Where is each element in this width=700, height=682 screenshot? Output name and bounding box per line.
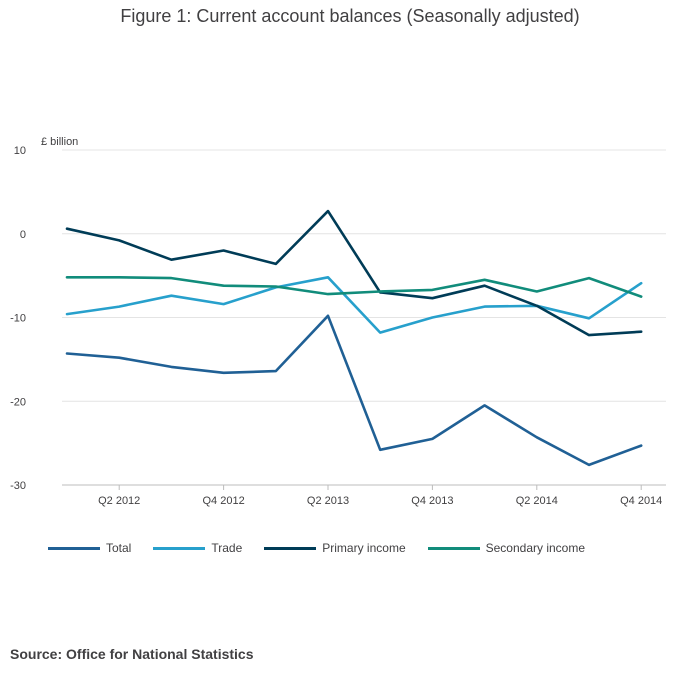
legend-label: Trade <box>211 541 243 555</box>
line-chart: 10 0 -10 -20 -30 Q2 2012 Q4 2012 Q2 2013 Q4 2013… <box>10 145 666 507</box>
series-line-total <box>65 314 643 467</box>
y-tick-label: 10 <box>14 145 26 157</box>
legend-item-trade: Trade <box>153 541 242 555</box>
x-tick-label: Q4 2013 <box>411 495 453 507</box>
legend-swatch <box>48 546 100 550</box>
series-line-trade <box>65 275 643 334</box>
legend-item-primary-income: Primary income <box>264 541 406 555</box>
y-tick-label: -30 <box>10 480 26 492</box>
legend-label: Total <box>106 541 132 555</box>
chart-title: Figure 1: Current account balances (Seas… <box>120 6 580 26</box>
legend-swatch <box>153 546 206 550</box>
legend-item-total: Total <box>48 541 131 555</box>
x-tick-label: Q4 2014 <box>620 495 662 507</box>
legend-label: Secondary income <box>485 541 586 555</box>
x-tick-label: Q4 2012 <box>202 495 244 507</box>
x-tick-label: Q2 2012 <box>98 495 140 507</box>
y-tick-label: -10 <box>10 313 26 325</box>
legend-item-secondary-income: Secondary income <box>427 541 586 555</box>
legend-swatch <box>264 546 317 550</box>
y-tick-label: -20 <box>10 396 26 408</box>
legend-label: Primary income <box>322 541 406 555</box>
legend-swatch <box>427 546 480 550</box>
series-line-primary-income <box>65 209 643 337</box>
y-axis-unit-label: £ billion <box>41 136 79 148</box>
series-line-secondary-income <box>65 275 643 298</box>
x-tick-label: Q2 2014 <box>516 495 558 507</box>
chart-legend: Total Trade Primary income Secondary income <box>48 541 607 555</box>
source-note: Source: Office for National Statistics <box>10 646 254 662</box>
x-tick-label: Q2 2013 <box>307 495 349 507</box>
y-tick-label: 0 <box>20 229 26 241</box>
